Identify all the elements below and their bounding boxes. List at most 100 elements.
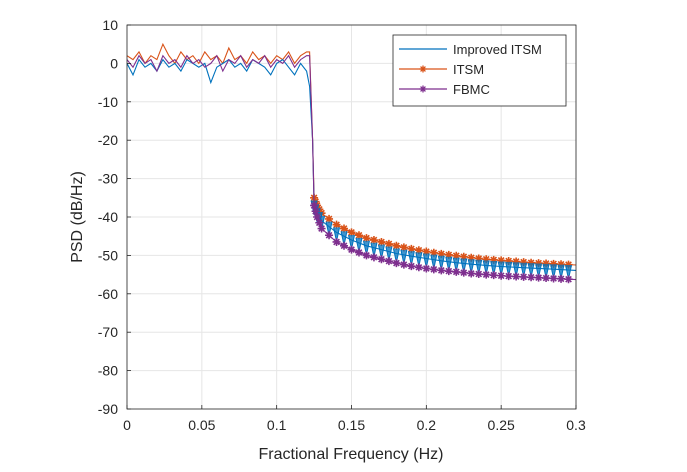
- x-tick-label: 0: [123, 417, 131, 433]
- data-marker: [392, 241, 401, 250]
- data-marker: [527, 273, 536, 282]
- x-axis-label: Fractional Frequency (Hz): [259, 446, 444, 463]
- data-marker: [362, 251, 371, 260]
- data-marker: [377, 237, 386, 246]
- data-marker: [497, 256, 506, 265]
- data-marker: [482, 255, 491, 264]
- data-marker: [407, 262, 416, 271]
- data-marker: [512, 272, 521, 281]
- data-marker: [414, 263, 423, 272]
- data-marker: [340, 241, 349, 250]
- y-axis: 10 0 -10 -20 -30 -40 -50 -60 -70 -80 -90: [98, 17, 131, 417]
- data-marker: [534, 259, 543, 268]
- x-tick-label: 0.05: [188, 417, 215, 433]
- data-marker: [467, 269, 476, 278]
- data-marker: [504, 256, 513, 265]
- data-marker: [377, 255, 386, 264]
- data-marker: [452, 251, 461, 260]
- y-tick-label: -60: [98, 286, 118, 302]
- data-marker: [474, 270, 483, 279]
- data-marker: [369, 236, 378, 245]
- y-tick-label: -90: [98, 401, 118, 417]
- data-marker: [557, 260, 566, 269]
- data-marker: [527, 258, 536, 267]
- y-tick-label: 0: [110, 55, 118, 71]
- series-layer: [126, 42, 577, 284]
- data-marker: [315, 218, 324, 227]
- data-marker: [399, 243, 408, 252]
- data-marker: [407, 244, 416, 253]
- data-marker: [519, 258, 528, 267]
- legend-label: ITSM: [453, 62, 484, 77]
- data-marker: [422, 264, 431, 273]
- legend: Improved ITSM ITSM FBMC: [392, 34, 567, 107]
- data-marker: [459, 252, 468, 261]
- data-marker: [429, 248, 438, 257]
- x-tick-label: 0.1: [267, 417, 287, 433]
- y-tick-label: -80: [98, 363, 118, 379]
- data-marker: [489, 271, 498, 280]
- data-marker: [557, 274, 566, 283]
- data-marker: [362, 234, 371, 243]
- series-fbmc: [126, 54, 577, 284]
- data-marker: [444, 250, 453, 259]
- data-marker: [437, 249, 446, 258]
- data-marker: [534, 273, 543, 282]
- x-tick-label: 0.15: [338, 417, 365, 433]
- x-axis: 0 0.05 0.1 0.15 0.2 0.25 0.3: [123, 405, 586, 433]
- data-marker: [564, 275, 573, 284]
- y-tick-label: 10: [102, 17, 118, 33]
- data-marker: [467, 253, 476, 262]
- data-marker: [459, 268, 468, 277]
- data-marker: [564, 260, 573, 269]
- data-marker: [354, 231, 363, 240]
- data-marker: [542, 259, 551, 268]
- data-marker: [437, 266, 446, 275]
- data-marker: [399, 260, 408, 269]
- series-improved-itsm: [126, 58, 577, 280]
- data-marker: [369, 253, 378, 262]
- data-marker: [497, 271, 506, 280]
- legend-label: Improved ITSM: [453, 42, 542, 57]
- data-marker: [325, 214, 334, 223]
- legend-marker: [419, 65, 427, 73]
- data-marker: [347, 245, 356, 254]
- x-tick-label: 0.3: [566, 417, 586, 433]
- data-marker: [452, 267, 461, 276]
- data-marker: [317, 224, 326, 233]
- data-marker: [422, 247, 431, 256]
- y-axis-label: PSD (dB/Hz): [69, 171, 86, 263]
- data-marker: [384, 257, 393, 266]
- legend-marker: [419, 85, 427, 93]
- data-marker: [332, 220, 341, 229]
- y-tick-label: -20: [98, 132, 118, 148]
- data-marker: [392, 259, 401, 268]
- data-marker: [311, 207, 320, 216]
- x-tick-label: 0.2: [417, 417, 437, 433]
- data-marker: [325, 231, 334, 240]
- x-tick-label: 0.25: [488, 417, 515, 433]
- data-marker: [482, 270, 491, 279]
- y-tick-label: -30: [98, 171, 118, 187]
- y-tick-label: -10: [98, 94, 118, 110]
- y-tick-label: -40: [98, 209, 118, 225]
- data-marker: [549, 274, 558, 283]
- y-tick-label: -70: [98, 324, 118, 340]
- data-marker: [504, 272, 513, 281]
- data-marker: [542, 274, 551, 283]
- data-marker: [414, 246, 423, 255]
- data-marker: [354, 248, 363, 257]
- data-marker: [310, 201, 319, 210]
- data-marker: [332, 237, 341, 246]
- data-marker: [340, 224, 349, 233]
- y-tick-label: -50: [98, 247, 118, 263]
- data-marker: [474, 254, 483, 263]
- legend-label: FBMC: [453, 82, 490, 97]
- data-marker: [549, 259, 558, 268]
- data-marker: [444, 267, 453, 276]
- data-marker: [313, 213, 322, 221]
- data-marker: [429, 265, 438, 274]
- data-marker: [384, 239, 393, 248]
- data-marker: [489, 255, 498, 264]
